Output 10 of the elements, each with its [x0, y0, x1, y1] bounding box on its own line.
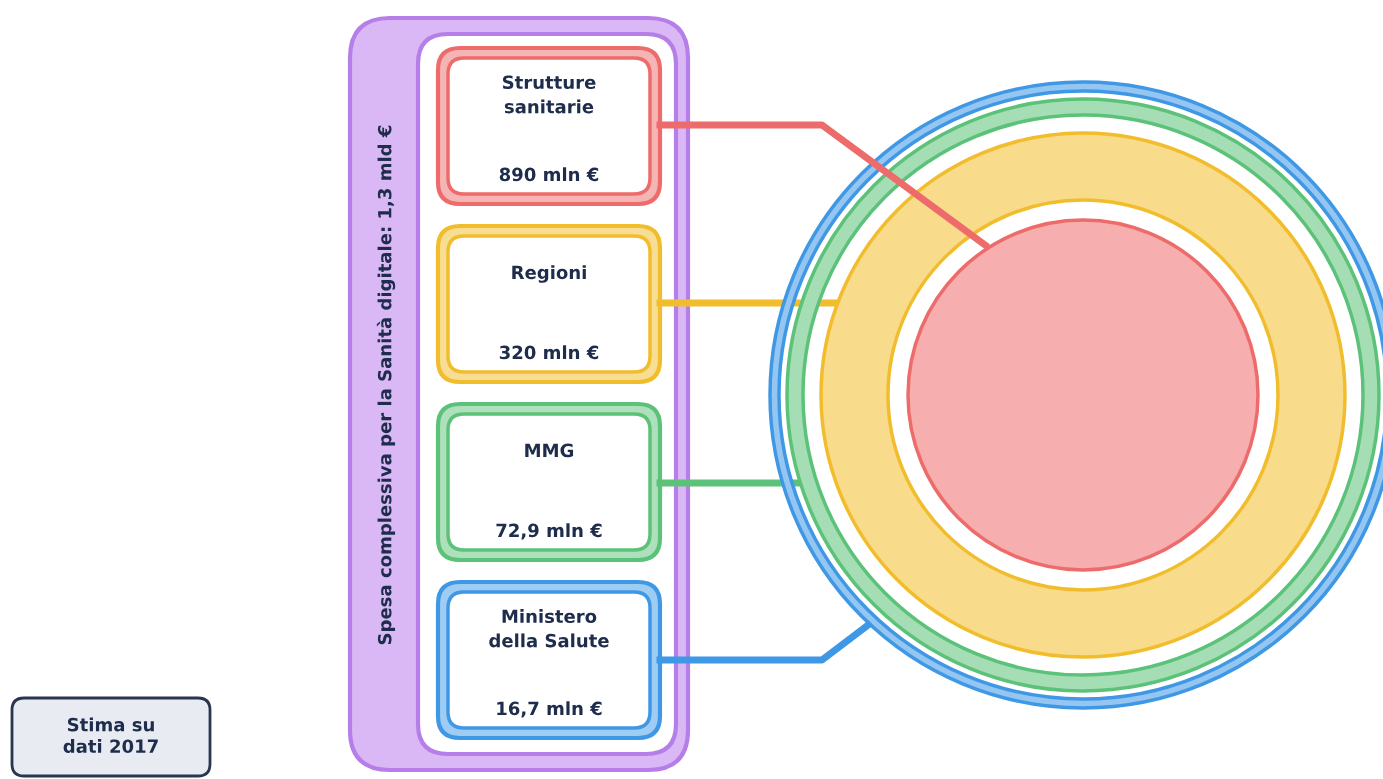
category-label: Strutture sanitarie — [502, 75, 596, 114]
data-label: 890 mln € — [499, 167, 599, 182]
data-label: 16,7 mln € — [497, 701, 602, 718]
data-label: 320 mln € — [499, 345, 599, 360]
category-label: Regioni — [512, 265, 586, 283]
text: Spesa complessiva per la Sanità digitale: 1,3 mld € — [376, 125, 396, 645]
category-label: MMG — [525, 443, 574, 458]
text: Stima su dati 2017 — [63, 717, 158, 754]
category-label: Ministero della Salute — [489, 609, 609, 648]
data-label: 72,9 mln € — [496, 523, 602, 540]
